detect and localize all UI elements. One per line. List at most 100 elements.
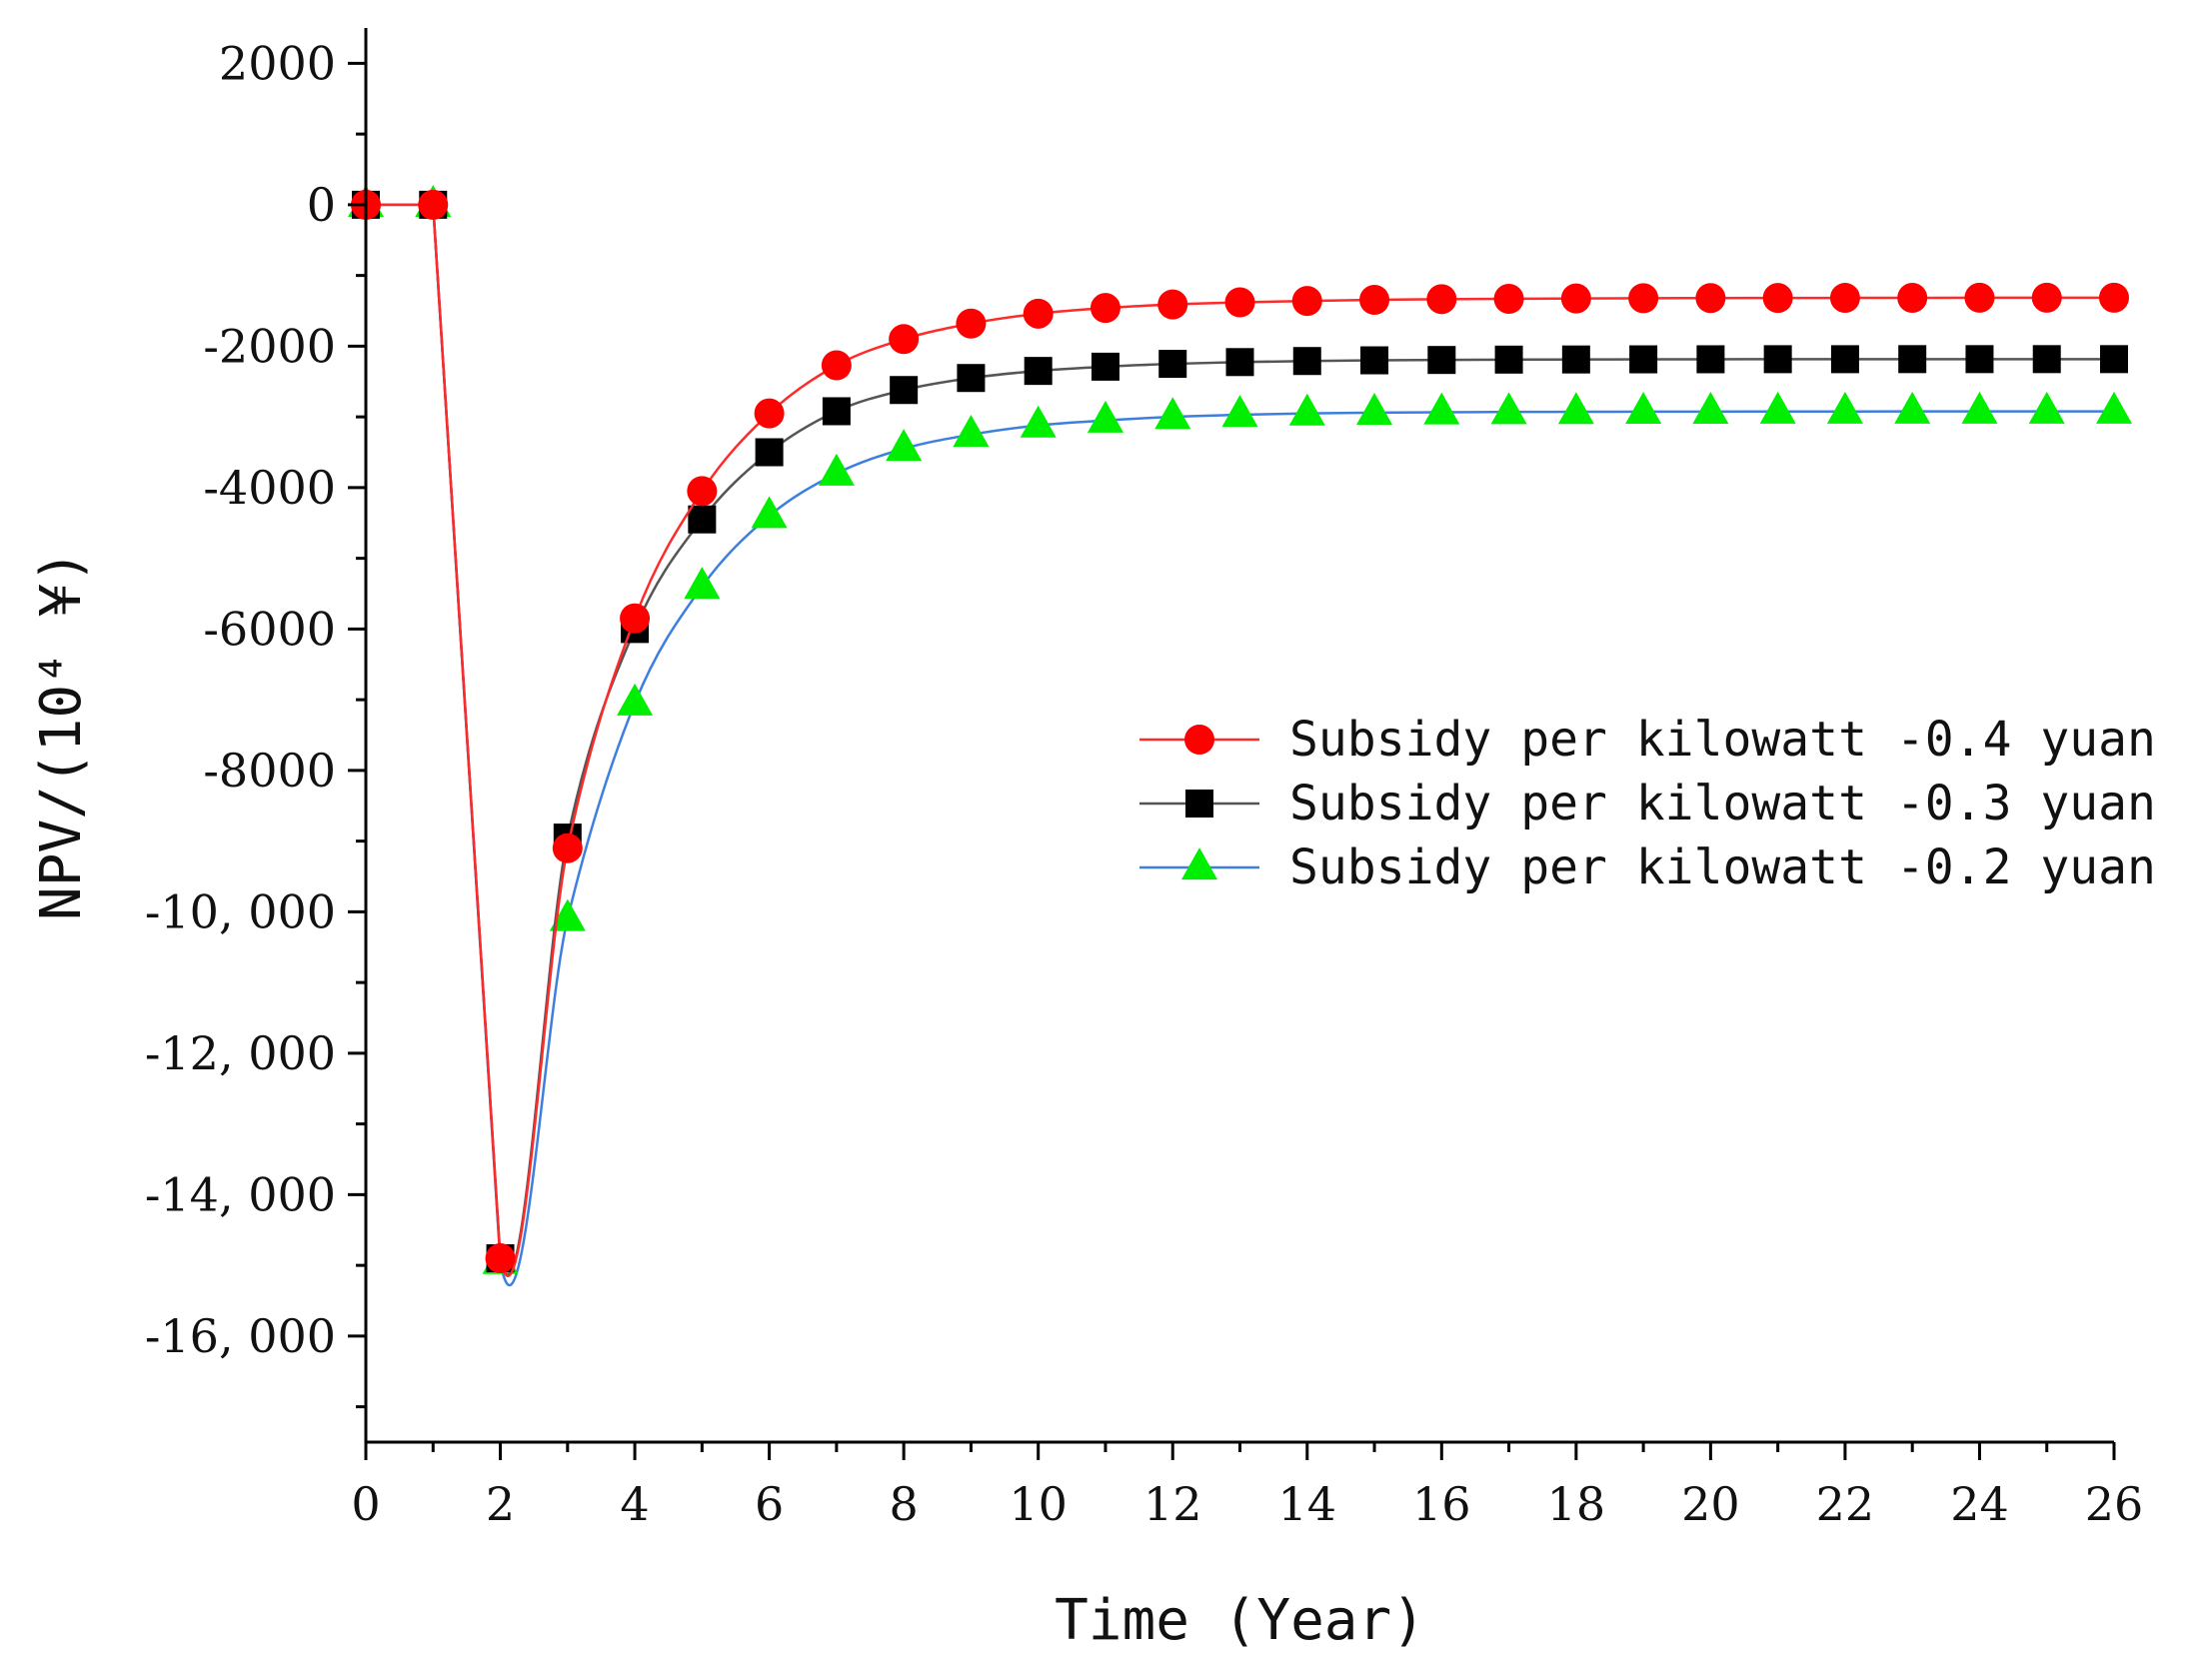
- data-point: [1560, 283, 1591, 314]
- data-point: [754, 398, 785, 429]
- data-point: [2032, 345, 2061, 374]
- data-point: [688, 505, 717, 534]
- data-point: [956, 308, 987, 339]
- data-point: [751, 496, 788, 529]
- data-point: [1490, 392, 1527, 425]
- y-tick-label: 0: [307, 178, 336, 232]
- x-tick-label: 8: [890, 1477, 919, 1531]
- data-point: [2100, 345, 2128, 374]
- data-point: [1961, 391, 1998, 424]
- data-point: [1087, 400, 1123, 433]
- x-tick-label: 0: [351, 1477, 380, 1531]
- series-1: [351, 189, 2129, 1278]
- data-point: [1426, 284, 1457, 315]
- x-tick-label: 20: [1681, 1477, 1740, 1531]
- data-point: [2099, 282, 2129, 313]
- y-tick-label: -14, 000: [145, 1167, 336, 1221]
- data-point: [1023, 298, 1054, 329]
- data-point: [1359, 285, 1390, 316]
- data-point: [485, 1243, 516, 1274]
- x-tick-label: 18: [1547, 1477, 1606, 1531]
- legend-marker: [1181, 847, 1217, 880]
- data-point: [957, 364, 986, 393]
- data-point: [821, 350, 852, 381]
- y-tick-label: -12, 000: [145, 1026, 336, 1080]
- data-point: [1762, 283, 1793, 314]
- y-tick-label: -6000: [203, 602, 336, 656]
- data-point: [1494, 345, 1523, 374]
- x-axis-title: Time (Year): [1055, 1588, 1425, 1653]
- x-tick-label: 4: [620, 1477, 649, 1531]
- y-tick-label: 2000: [219, 36, 336, 90]
- data-point: [818, 453, 855, 486]
- series-3: [348, 185, 2132, 1286]
- data-point: [1292, 347, 1321, 376]
- x-tick-label: 24: [1950, 1477, 2009, 1531]
- data-point: [1894, 391, 1931, 424]
- data-point: [1291, 286, 1322, 317]
- data-point: [1696, 345, 1725, 374]
- data-point: [1288, 393, 1325, 426]
- x-tick-label: 22: [1816, 1477, 1875, 1531]
- data-point: [886, 429, 923, 462]
- data-point: [1964, 282, 1995, 313]
- data-point: [418, 189, 449, 220]
- data-point: [1629, 345, 1658, 374]
- legend-entry: Subsidy per kilowatt -0.2 yuan: [1139, 839, 2156, 895]
- data-point: [1090, 293, 1120, 324]
- data-point: [1557, 392, 1594, 425]
- data-point: [822, 397, 851, 426]
- x-tick-label: 2: [486, 1477, 515, 1531]
- data-point: [1225, 348, 1254, 377]
- x-tick-label: 10: [1009, 1477, 1068, 1531]
- data-point: [1625, 392, 1662, 425]
- x-tick-label: 14: [1277, 1477, 1336, 1531]
- data-point: [1628, 283, 1659, 314]
- y-tick-label: -10, 000: [145, 884, 336, 938]
- data-point: [1157, 289, 1188, 320]
- data-point: [890, 376, 919, 405]
- data-point: [2096, 391, 2132, 424]
- data-point: [1826, 391, 1863, 424]
- axes-layer: 0 2 4 6 8 10 12 14 16 18 20 22 24 2620000-2000-4000-6…: [145, 28, 2143, 1531]
- data-point: [1024, 357, 1053, 386]
- data-point: [1091, 352, 1119, 381]
- data-point: [1158, 350, 1187, 379]
- data-point: [1493, 283, 1524, 314]
- legend-label: Subsidy per kilowatt -0.3 yuan: [1289, 776, 2156, 832]
- y-tick-label: -4000: [203, 461, 336, 515]
- legend-label: Subsidy per kilowatt -0.4 yuan: [1289, 712, 2156, 768]
- y-tick-label: -8000: [203, 744, 336, 798]
- data-point: [549, 898, 586, 931]
- x-tick-label: 16: [1412, 1477, 1471, 1531]
- legend-label: Subsidy per kilowatt -0.2 yuan: [1289, 839, 2156, 895]
- data-point: [1695, 283, 1726, 314]
- data-point: [1423, 392, 1460, 425]
- data-point: [953, 414, 990, 447]
- x-tick-label: 26: [2085, 1477, 2144, 1531]
- y-tick-label: -2000: [203, 319, 336, 373]
- data-point: [1898, 345, 1927, 374]
- x-tick-label: 12: [1143, 1477, 1202, 1531]
- y-axis-title: NPV/(10⁴ ¥): [29, 550, 94, 920]
- legend-marker: [1184, 725, 1214, 755]
- data-point: [1897, 282, 1928, 313]
- data-point: [1561, 345, 1590, 374]
- data-point: [2031, 282, 2062, 313]
- legend: Subsidy per kilowatt -0.4 yuan Subsidy pe…: [1139, 712, 2156, 895]
- plot-layer: [348, 185, 2132, 1286]
- data-point: [1830, 345, 1859, 374]
- data-point: [1360, 346, 1389, 375]
- legend-marker: [1185, 790, 1213, 818]
- data-point: [1427, 346, 1456, 375]
- data-point: [1965, 345, 1994, 374]
- data-point: [684, 567, 721, 600]
- data-point: [1692, 391, 1729, 424]
- data-point: [617, 683, 654, 716]
- data-point: [1763, 345, 1792, 374]
- legend-entry: Subsidy per kilowatt -0.4 yuan: [1139, 712, 2156, 768]
- data-point: [2028, 391, 2065, 424]
- legend-entry: Subsidy per kilowatt -0.3 yuan: [1139, 776, 2156, 832]
- data-point: [1224, 287, 1255, 318]
